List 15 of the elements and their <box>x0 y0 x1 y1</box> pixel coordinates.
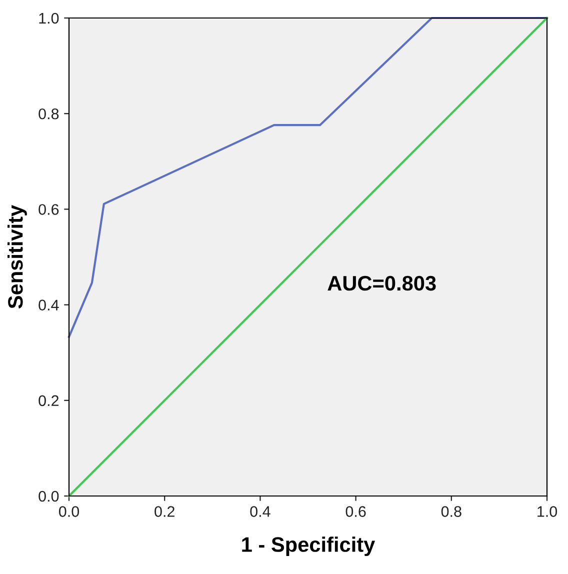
x-axis-title: 1 - Specificity <box>242 536 376 556</box>
y-axis-title: Sensitivity <box>8 205 27 308</box>
y-tick-label: 0.0 <box>38 490 59 502</box>
y-tick-label: 0.4 <box>38 300 59 310</box>
x-tick-label: 0.6 <box>346 506 366 517</box>
y-tick-label: 0.8 <box>38 108 59 120</box>
x-tick-label: 0.8 <box>441 506 462 517</box>
x-tick-label: 0.4 <box>250 506 270 517</box>
annotation: AUC=0.803 <box>328 276 436 291</box>
x-tick-label: 0.2 <box>154 506 174 517</box>
y-tick-label: 0.2 <box>38 395 59 406</box>
y-tick-label: 0.6 <box>38 204 59 215</box>
y-tick-label: 1.0 <box>39 12 59 24</box>
x-tick-label: 1.0 <box>538 506 558 517</box>
x-tick-label: 0.0 <box>58 506 80 517</box>
